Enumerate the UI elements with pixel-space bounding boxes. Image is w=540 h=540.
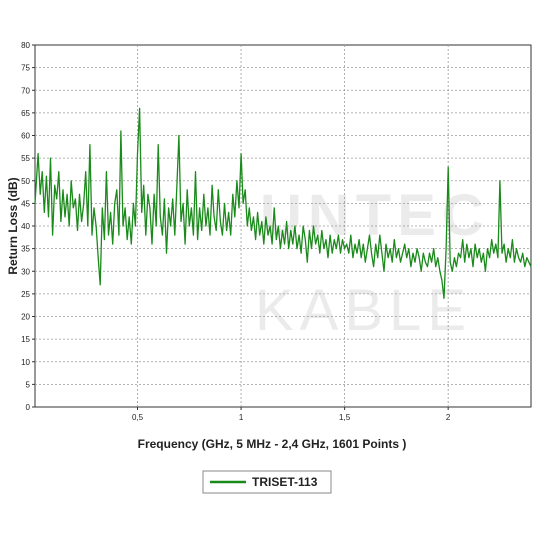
watermark-logo: UNTEC KABLE bbox=[255, 183, 490, 343]
y-tick-label: 60 bbox=[21, 132, 30, 141]
y-tick-label: 55 bbox=[21, 154, 30, 163]
x-tick-label: 0,5 bbox=[132, 413, 144, 422]
y-tick-label: 0 bbox=[26, 403, 31, 412]
y-tick-label: 65 bbox=[21, 109, 30, 118]
y-axis-ticks: 0 5 10 15 20 25 30 35 40 45 50 55 60 65 70 75 80 bbox=[21, 41, 35, 412]
legend-label: TRISET-113 bbox=[252, 475, 318, 489]
y-axis-title: Return Loss (dB) bbox=[6, 177, 20, 274]
legend: TRISET-113 bbox=[202, 470, 332, 494]
y-tick-label: 75 bbox=[21, 64, 30, 73]
x-tick-label: 1,5 bbox=[339, 413, 351, 422]
x-tick-label: 1 bbox=[239, 413, 244, 422]
y-tick-label: 35 bbox=[21, 245, 30, 254]
grid-lines bbox=[35, 45, 531, 407]
svg-text:KABLE: KABLE bbox=[255, 278, 472, 343]
legend-box bbox=[202, 470, 332, 494]
y-tick-label: 10 bbox=[21, 358, 30, 367]
x-axis-ticks: 0,5 1 1,5 2 bbox=[132, 407, 451, 422]
svg-text:UNTEC: UNTEC bbox=[260, 183, 490, 248]
series-line-0 bbox=[34, 107, 532, 300]
x-tick-label: 2 bbox=[446, 413, 451, 422]
y-tick-label: 15 bbox=[21, 335, 30, 344]
y-tick-label: 25 bbox=[21, 290, 30, 299]
x-axis-title: Frequency (GHz, 5 MHz - 2,4 GHz, 1601 Po… bbox=[138, 437, 407, 451]
y-tick-label: 30 bbox=[21, 267, 30, 276]
y-tick-label: 45 bbox=[21, 199, 30, 208]
y-tick-label: 50 bbox=[21, 177, 30, 186]
y-tick-label: 70 bbox=[21, 86, 30, 95]
y-tick-label: 40 bbox=[21, 222, 30, 231]
series-group bbox=[34, 107, 532, 300]
y-tick-label: 80 bbox=[21, 41, 30, 50]
y-tick-label: 5 bbox=[26, 380, 31, 389]
y-tick-label: 20 bbox=[21, 313, 30, 322]
